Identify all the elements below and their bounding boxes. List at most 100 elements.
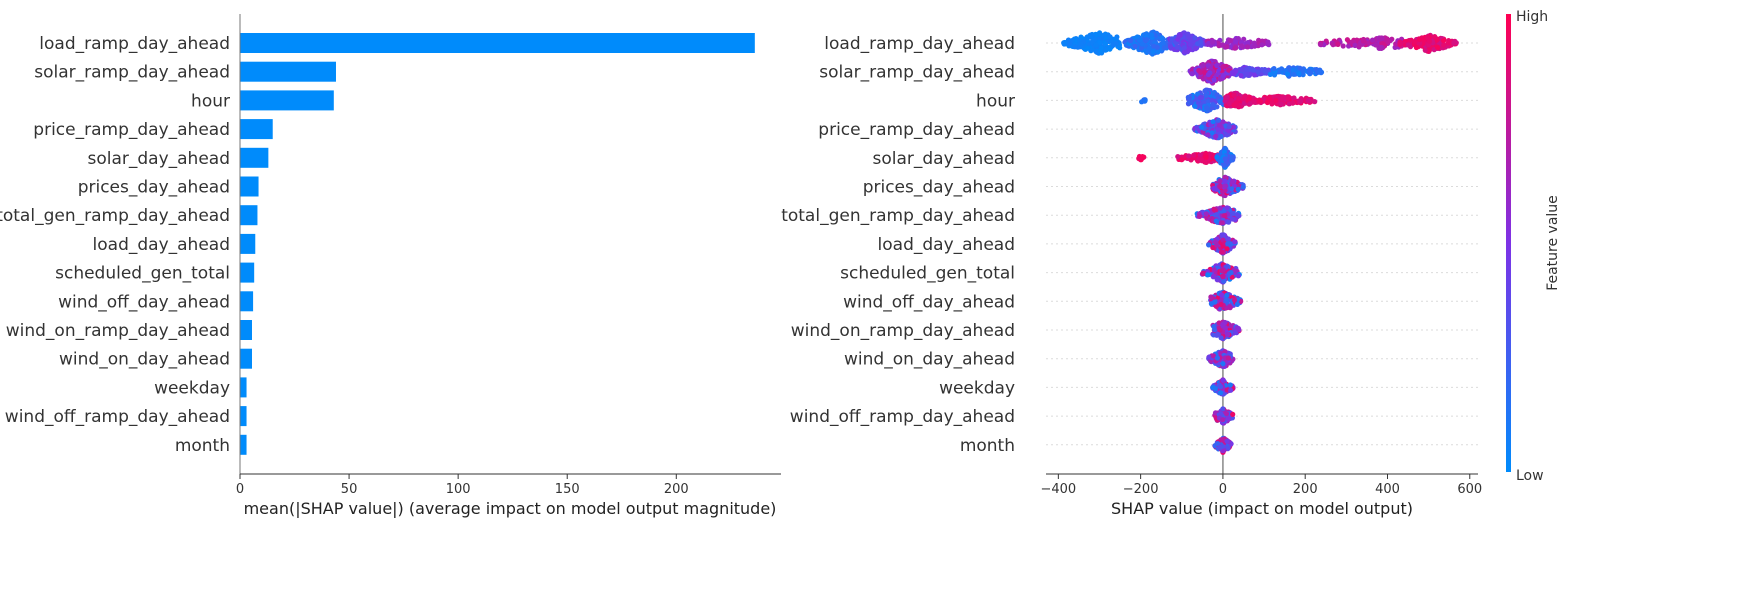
swarm-point — [1230, 210, 1236, 216]
swarm-point — [1222, 349, 1228, 355]
swarm-point — [1155, 49, 1161, 55]
bar-solar_day_ahead — [240, 147, 269, 168]
swarm-point — [1159, 35, 1165, 41]
swarm-point — [1191, 152, 1197, 158]
bar-price_ramp_day_ahead — [240, 119, 273, 140]
swarm-point — [1136, 37, 1142, 43]
swarm-point — [1213, 133, 1219, 139]
swarm-point — [1225, 236, 1231, 242]
swarm-point — [1378, 44, 1384, 51]
swarm-point — [1265, 39, 1271, 45]
swarm-point — [1174, 44, 1180, 50]
swarm-point — [1220, 417, 1226, 423]
bar-category-label: wind_off_ramp_day_ahead — [5, 407, 230, 427]
swarm-point — [1291, 71, 1297, 77]
swarm-point — [1344, 37, 1350, 43]
bar-category-label: load_ramp_day_ahead — [39, 34, 230, 54]
bar-category-label: load_day_ahead — [93, 235, 230, 255]
swarm-point — [1245, 40, 1251, 46]
swarm-point — [1214, 154, 1220, 160]
bar-x-tick-label: 0 — [236, 482, 244, 497]
bar-solar_ramp_day_ahead — [240, 61, 336, 82]
swarm-point — [1220, 437, 1226, 443]
swarm-point — [1230, 216, 1236, 222]
swarm-point — [1210, 119, 1216, 125]
swarm-point — [1150, 49, 1156, 55]
swarm-point — [1210, 244, 1216, 251]
swarm-point — [1239, 43, 1245, 49]
swarm-point — [1063, 41, 1069, 47]
swarm-point — [1196, 213, 1203, 219]
swarm-category-label: wind_off_ramp_day_ahead — [790, 407, 1015, 427]
swarm-point — [1214, 92, 1220, 98]
swarm-point — [1202, 88, 1208, 94]
bar-category-label: wind_on_ramp_day_ahead — [6, 321, 230, 341]
swarm-point — [1205, 272, 1211, 278]
swarm-point — [1144, 37, 1150, 43]
swarm-point — [1208, 294, 1214, 300]
swarm-point — [1203, 154, 1209, 160]
swarm-point — [1233, 39, 1239, 45]
swarm-point — [1221, 232, 1227, 238]
swarm-point — [1312, 99, 1318, 105]
swarm-point — [1192, 35, 1198, 41]
bar-category-label: month — [175, 436, 230, 456]
swarm-point — [1296, 71, 1302, 77]
swarm-point — [1215, 331, 1221, 337]
swarm-point — [1222, 178, 1228, 184]
swarm-point — [1219, 292, 1225, 298]
swarm-point — [1215, 117, 1222, 123]
swarm-x-tick-label: −200 — [1123, 482, 1159, 497]
bar-weekday — [240, 377, 247, 398]
swarm-point — [1213, 386, 1219, 392]
swarm-point — [1206, 354, 1212, 360]
swarm-point — [1441, 42, 1447, 48]
swarm-point — [1238, 73, 1244, 79]
swarm-point — [1417, 40, 1423, 46]
swarm-category-label: price_ramp_day_ahead — [818, 120, 1015, 140]
swarm-point — [1214, 355, 1220, 361]
swarm-point — [1218, 335, 1224, 341]
colorbar: High Low Feature value — [1506, 9, 1561, 484]
swarm-point — [1181, 45, 1187, 51]
swarm-point — [1097, 30, 1103, 36]
swarm-point — [1193, 96, 1200, 102]
swarm-point — [1210, 39, 1216, 45]
swarm-point — [1255, 69, 1261, 75]
swarm-category-label: wind_on_ramp_day_ahead — [791, 321, 1015, 341]
bar-hour — [240, 90, 334, 111]
bar-x-tick-label: 150 — [555, 482, 580, 497]
bar-category-label: scheduled_gen_total — [55, 264, 230, 284]
swarm-category-label: load_day_ahead — [878, 235, 1015, 255]
swarm-category-label: wind_on_day_ahead — [844, 350, 1015, 370]
bar-prices_day_ahead — [240, 176, 259, 197]
bar-x-tick-label: 100 — [446, 482, 471, 497]
swarm-point — [1243, 66, 1250, 72]
swarm-point — [1210, 353, 1217, 359]
bar-category-label: wind_on_day_ahead — [59, 350, 230, 370]
bar-category-label: wind_off_day_ahead — [58, 292, 230, 312]
swarm-category-label: scheduled_gen_total — [840, 264, 1015, 284]
swarm-point — [1297, 65, 1303, 71]
swarm-point — [1285, 95, 1291, 101]
swarm-point — [1220, 42, 1226, 48]
swarm-point — [1227, 305, 1233, 311]
bar-category-label: prices_day_ahead — [78, 178, 230, 198]
swarm-point — [1214, 277, 1220, 283]
swarm-point — [1422, 47, 1428, 53]
swarm-point — [1224, 132, 1230, 138]
swarm-point — [1397, 39, 1403, 45]
swarm-point — [1211, 77, 1217, 83]
swarm-point — [1138, 45, 1144, 51]
swarm-point — [1146, 45, 1152, 52]
swarm-point — [1198, 69, 1204, 75]
swarm-point — [1220, 406, 1226, 412]
swarm-point — [1426, 38, 1432, 44]
swarm-point — [1247, 101, 1253, 107]
swarm-point — [1087, 32, 1093, 38]
swarm-point — [1235, 95, 1242, 102]
swarm-point — [1188, 41, 1194, 48]
bar-category-label: hour — [191, 91, 230, 111]
bar-total_gen_ramp_day_ahead — [240, 205, 258, 226]
swarm-point — [1181, 49, 1187, 55]
